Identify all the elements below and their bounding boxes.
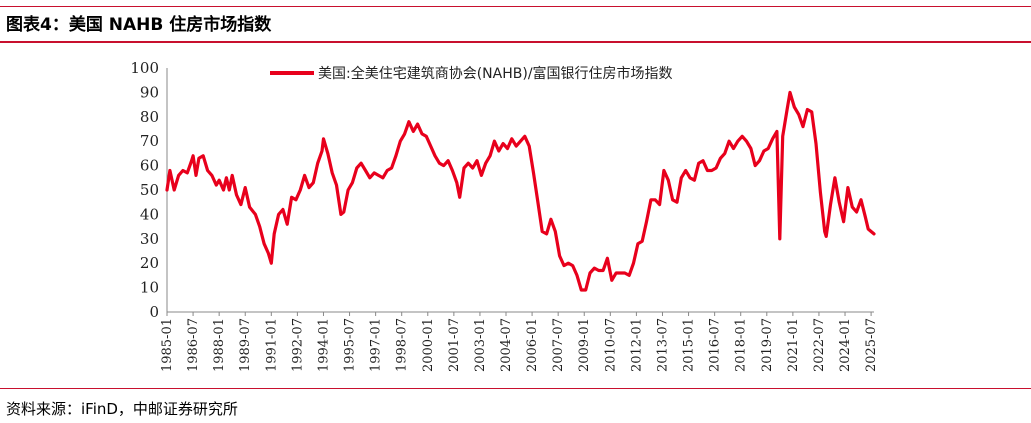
x-tick-label: 2024-01 [838,318,853,372]
x-tick-label: 2012-01 [629,318,644,372]
x-tick-label: 2013-07 [655,318,670,372]
x-tick-label: 1994-01 [316,318,331,372]
x-tick-label: 2016-07 [708,318,723,372]
x-tick-label: 2022-07 [812,318,827,372]
bottom-rule [0,388,1031,389]
y-tick-label: 20 [140,254,159,272]
x-tick-label: 1997-01 [369,318,384,372]
x-tick-label: 1991-01 [264,318,279,372]
y-axis: 0 10 20 30 40 50 60 70 80 90 100 [130,59,168,321]
x-tick-label: 1988-01 [212,318,227,372]
x-tick-label: 2019-07 [760,318,775,372]
x-tick-label: 1998-07 [395,318,410,372]
y-tick-label: 50 [140,181,159,199]
x-tick-label: 2021-01 [786,318,801,372]
x-tick-label: 1985-01 [160,318,175,372]
x-tick-label: 1986-07 [186,318,201,372]
figure-title: 图表4：美国 NAHB 住房市场指数 [6,15,272,35]
source-note: 资料来源：iFinD，中邮证券研究所 [6,400,238,418]
x-tick-label: 2015-01 [682,318,697,372]
y-tick-label: 30 [140,230,159,248]
x-tick-label: 1989-07 [238,318,253,372]
x-tick-label: 2018-01 [734,318,749,372]
x-tick-label: 2025-07 [864,318,879,372]
title-rule [0,41,1031,43]
x-axis: 1985-01 1986-07 1988-01 1989-07 1991-01 1992-… [160,311,879,372]
y-tick-label: 80 [140,108,159,126]
x-tick-label: 2001-07 [447,318,462,372]
x-tick-label: 2006-01 [525,318,540,372]
y-tick-label: 60 [140,157,159,175]
y-tick-label: 90 [140,83,159,101]
y-tick-label: 70 [140,132,159,150]
y-tick-label: 10 [140,279,159,297]
x-tick-label: 1992-07 [290,318,305,372]
series-line [165,90,876,292]
x-tick-label: 2009-01 [577,318,592,372]
x-tick-label: 1995-07 [343,318,358,372]
legend-label: 美国:全美住宅建筑商协会(NAHB)/富国银行住房市场指数 [318,65,673,82]
y-tick-label: 40 [140,205,159,223]
x-tick-label: 2007-07 [551,318,566,372]
legend: 美国:全美住宅建筑商协会(NAHB)/富国银行住房市场指数 [270,65,673,82]
x-tick-label: 2010-07 [603,318,618,372]
plot-area [165,90,876,292]
x-tick-label: 2000-01 [421,318,436,372]
top-rule [0,6,1031,7]
y-tick-label: 0 [149,303,159,321]
y-tick-label: 100 [130,59,159,77]
x-tick-label: 2003-01 [473,318,488,372]
x-tick-label: 2004-07 [499,318,514,372]
